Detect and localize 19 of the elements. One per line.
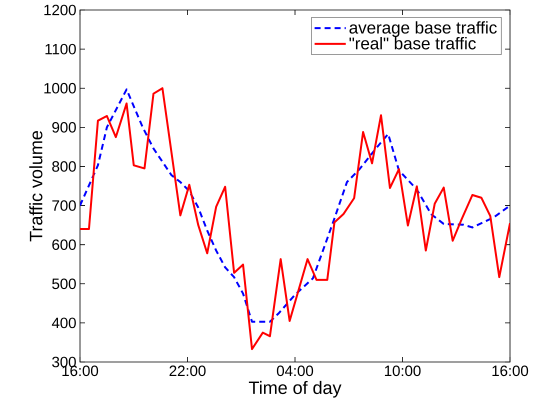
x-axis-title: Time of day (248, 380, 342, 398)
x-tick-label: 16:00 (62, 366, 98, 376)
x-tick-label: 22:00 (170, 366, 206, 376)
y-tick-label: 900 (52, 122, 76, 133)
legend-label: average base traffic (350, 21, 497, 38)
x-tick-label: 10:00 (384, 366, 421, 376)
x-tick-label: 16:00 (492, 366, 528, 376)
y-axis-title: Traffic volume (29, 131, 42, 242)
legend-label: "real" base traffic (350, 37, 476, 50)
y-tick-label: 300 (52, 356, 76, 368)
y-tick-label: 700 (52, 200, 76, 211)
y-tick-label: 800 (52, 161, 76, 172)
y-tick-label: 1200 (44, 4, 76, 16)
y-tick-label: 600 (52, 239, 76, 250)
y-tick-label: 1100 (45, 44, 76, 54)
y-tick-label: 500 (52, 278, 76, 290)
x-tick-label: 04:00 (276, 366, 314, 376)
y-tick-label: 400 (52, 318, 76, 328)
y-tick-label: 1000 (44, 82, 76, 94)
